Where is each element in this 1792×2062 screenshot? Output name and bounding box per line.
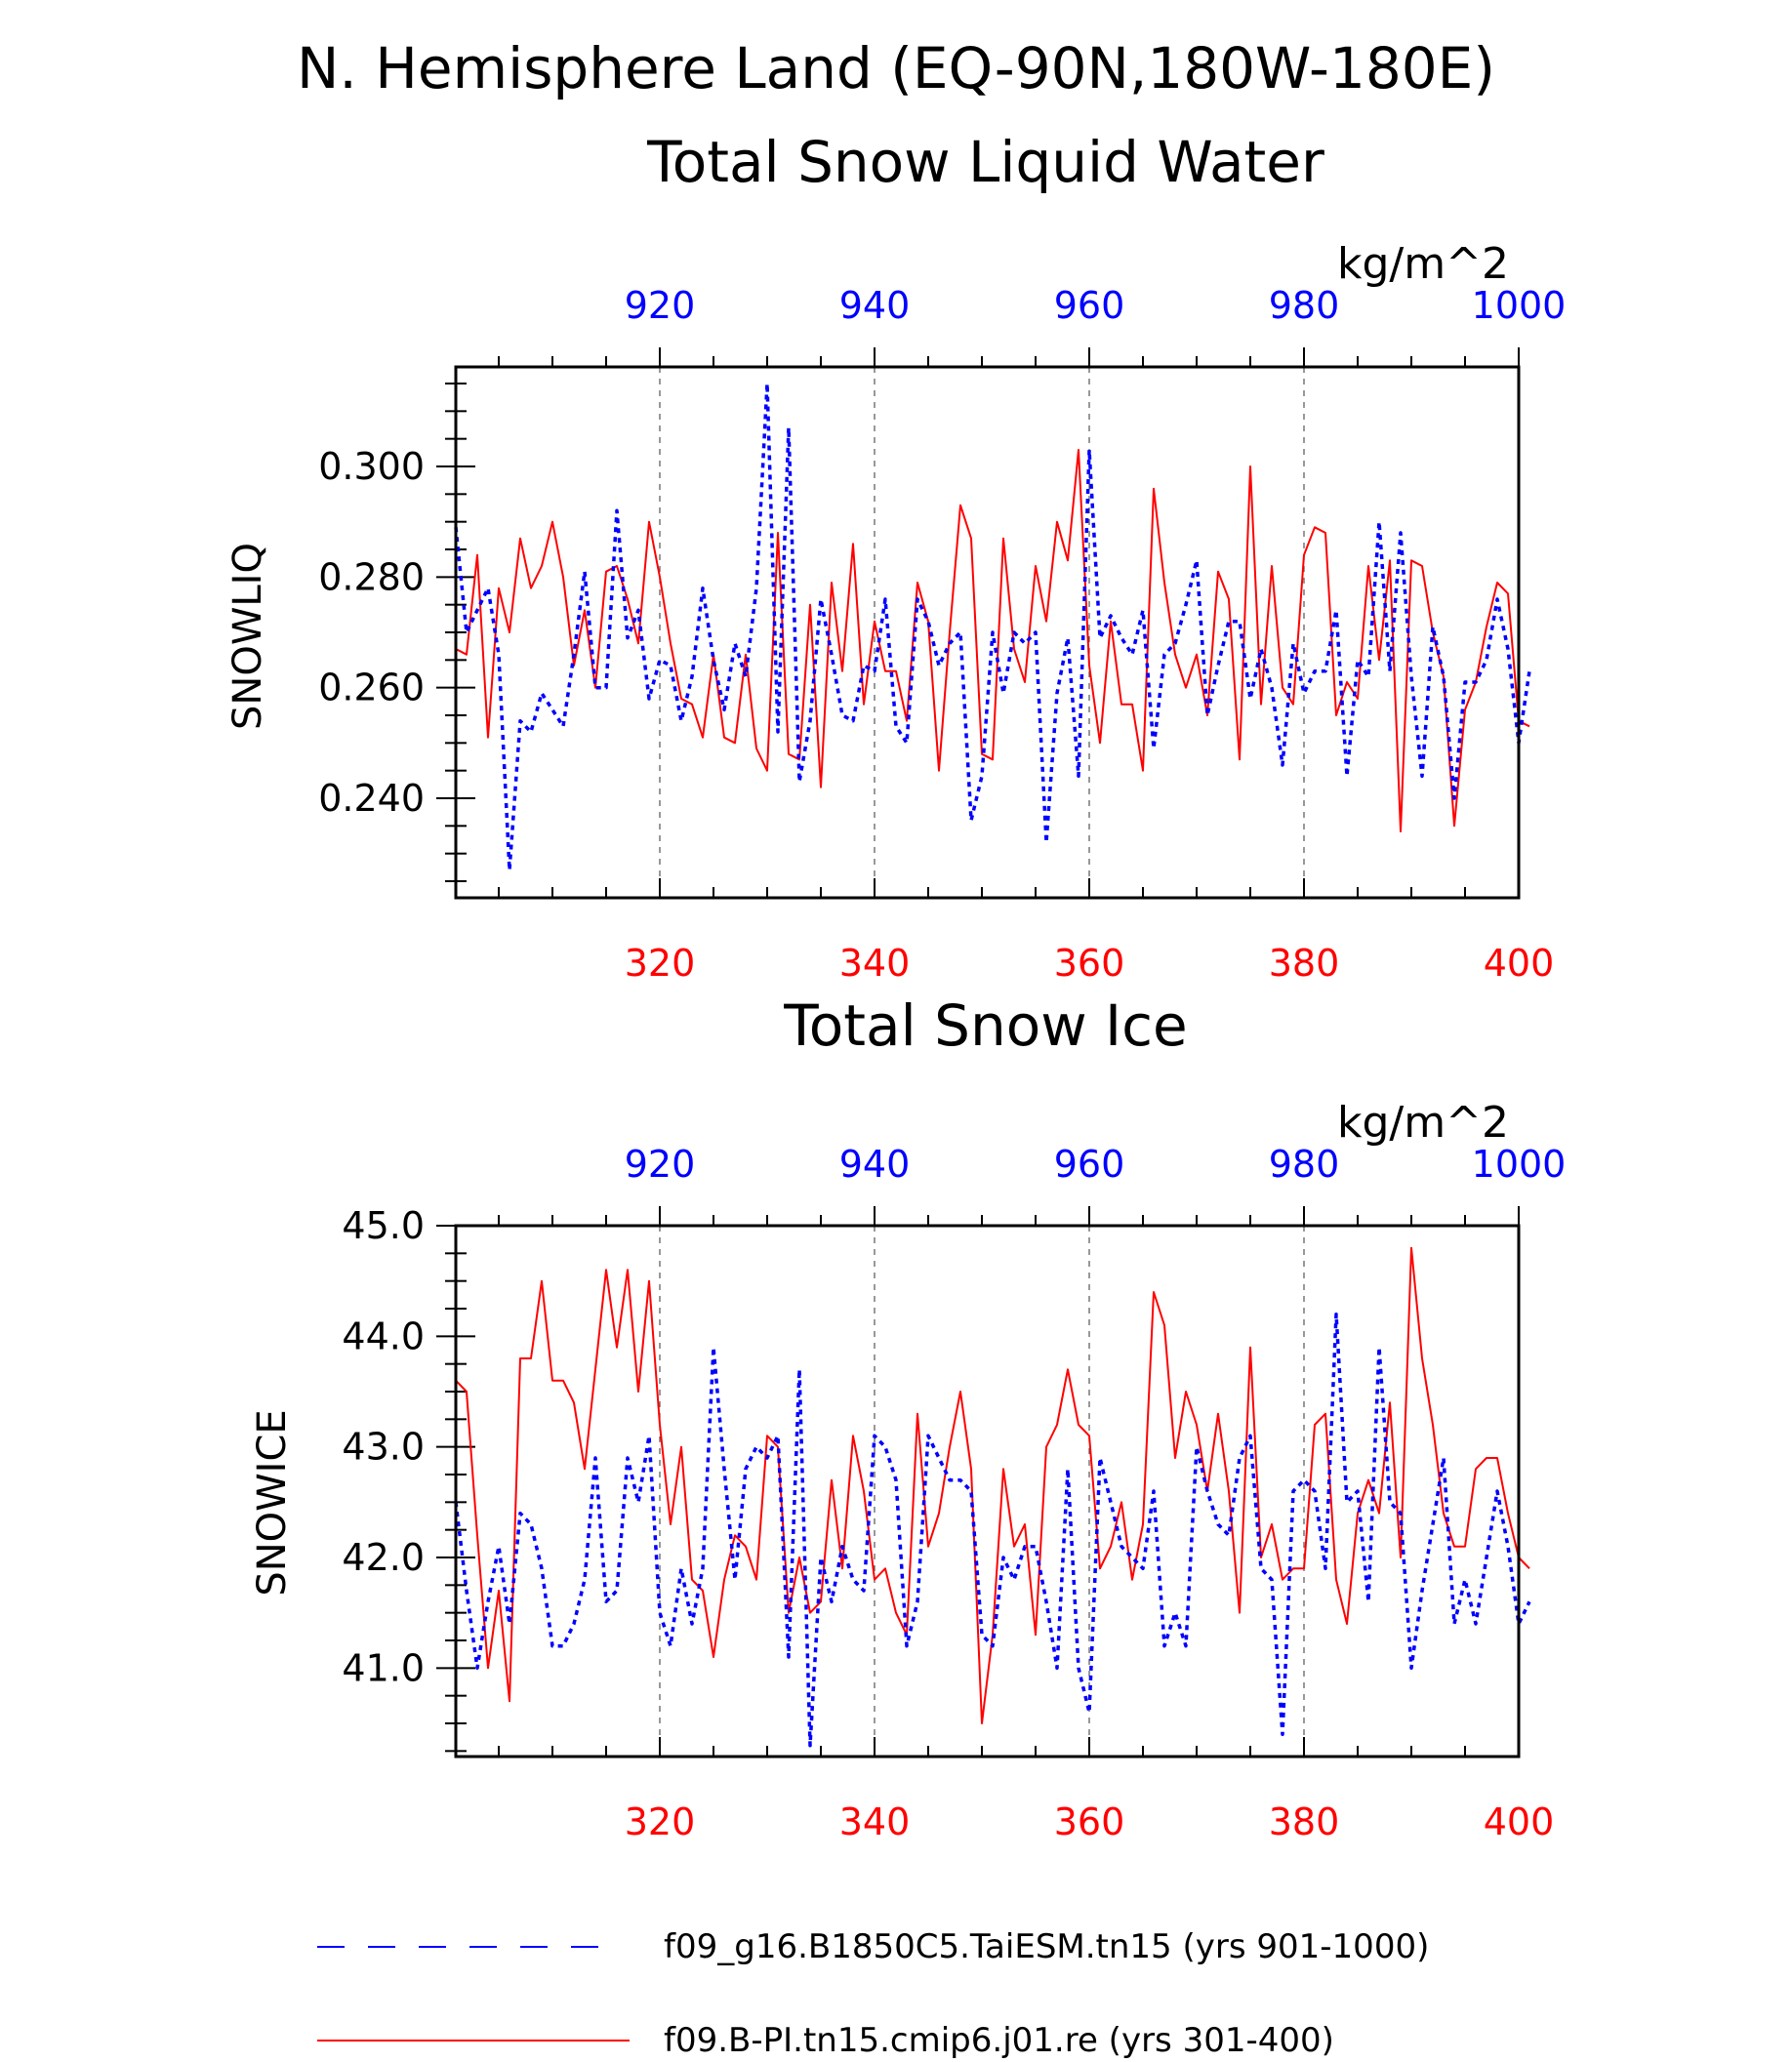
snowice-units: kg/m^2 <box>1337 1098 1509 1148</box>
snowice-xtick-label-bottom: 340 <box>839 1800 911 1843</box>
snowice-xtick-label-bottom: 400 <box>1484 1800 1555 1843</box>
snowice-xtick-label-top: 980 <box>1269 1143 1340 1186</box>
snowliq-series-cmip6 <box>455 449 1530 832</box>
snowice-xtick-label-top: 940 <box>839 1143 911 1186</box>
snowliq-series-taiesm <box>454 382 1531 872</box>
snowliq-xtick-label-bottom: 340 <box>839 942 911 985</box>
snowliq-plot-frame <box>454 365 1521 900</box>
snowice-title: Total Snow Ice <box>783 992 1188 1059</box>
legend: f09_g16.B1850C5.TaiESM.tn15 (yrs 901-100… <box>317 1927 1429 2060</box>
snowice-ytick-label: 43.0 <box>342 1426 425 1469</box>
snowice-series-taiesm <box>454 1312 1531 1748</box>
snowice-ytick-label: 42.0 <box>342 1536 425 1579</box>
snowice-ytick-label: 44.0 <box>342 1314 425 1357</box>
snowice-series-cmip6 <box>455 1246 1530 1724</box>
legend-label-cmip6: f09.B-PI.tn15.cmip6.j01.re (yrs 301-400) <box>664 2021 1334 2060</box>
snowliq-xtick-label-top: 980 <box>1269 284 1340 327</box>
snowliq-panel: Total Snow Liquid Water kg/m^2 SNOWLIQ 3… <box>225 129 1566 985</box>
snowliq-xtick-label-bottom: 360 <box>1054 942 1125 985</box>
snowice-xtick-label-top: 960 <box>1054 1143 1125 1186</box>
snowliq-xtick-label-top: 940 <box>839 284 911 327</box>
snowliq-ytick-label: 0.240 <box>318 777 425 820</box>
snowice-xtick-label-bottom: 360 <box>1054 1800 1125 1843</box>
snowice-xtick-label-bottom: 320 <box>625 1800 696 1843</box>
snowice-ylabel: SNOWICE <box>250 1409 295 1596</box>
snowliq-ytick-label: 0.300 <box>318 445 425 488</box>
snowliq-ytick-label: 0.260 <box>318 667 425 709</box>
snowice-xtick-label-top: 920 <box>625 1143 696 1186</box>
snowliq-units: kg/m^2 <box>1337 239 1509 289</box>
snowice-xtick-label-top: 1000 <box>1472 1143 1567 1186</box>
snowliq-title: Total Snow Liquid Water <box>646 129 1324 195</box>
snowliq-xtick-label-bottom: 380 <box>1269 942 1340 985</box>
snowliq-ytick-label: 0.280 <box>318 555 425 598</box>
snowice-plot-area: 320 340 360 380 400 920 940 960 980 1000 41.0 42.0 4… <box>342 1143 1566 1843</box>
snowice-ytick-label: 45.0 <box>342 1204 425 1247</box>
snowliq-xtick-label-bottom: 320 <box>625 942 696 985</box>
snowice-xtick-label-bottom: 380 <box>1269 1800 1340 1843</box>
figure-title: N. Hemisphere Land (EQ-90N,180W-180E) <box>297 35 1495 101</box>
snowice-plot-frame <box>454 1224 1521 1759</box>
snowliq-xtick-label-top: 960 <box>1054 284 1125 327</box>
snowliq-plot-area: 320 340 360 380 400 920 940 960 980 1000 0.240 0.26… <box>318 284 1566 985</box>
snowice-panel: Total Snow Ice kg/m^2 SNOWICE 320 340 360 3… <box>250 992 1566 1843</box>
snowliq-ylabel: SNOWLIQ <box>225 543 270 730</box>
snowliq-xtick-label-top: 920 <box>625 284 696 327</box>
legend-label-taiesm: f09_g16.B1850C5.TaiESM.tn15 (yrs 901-100… <box>664 1927 1429 1966</box>
snowliq-xtick-label-top: 1000 <box>1472 284 1567 327</box>
snowice-ytick-label: 41.0 <box>342 1646 425 1689</box>
snowliq-xtick-label-bottom: 400 <box>1484 942 1555 985</box>
